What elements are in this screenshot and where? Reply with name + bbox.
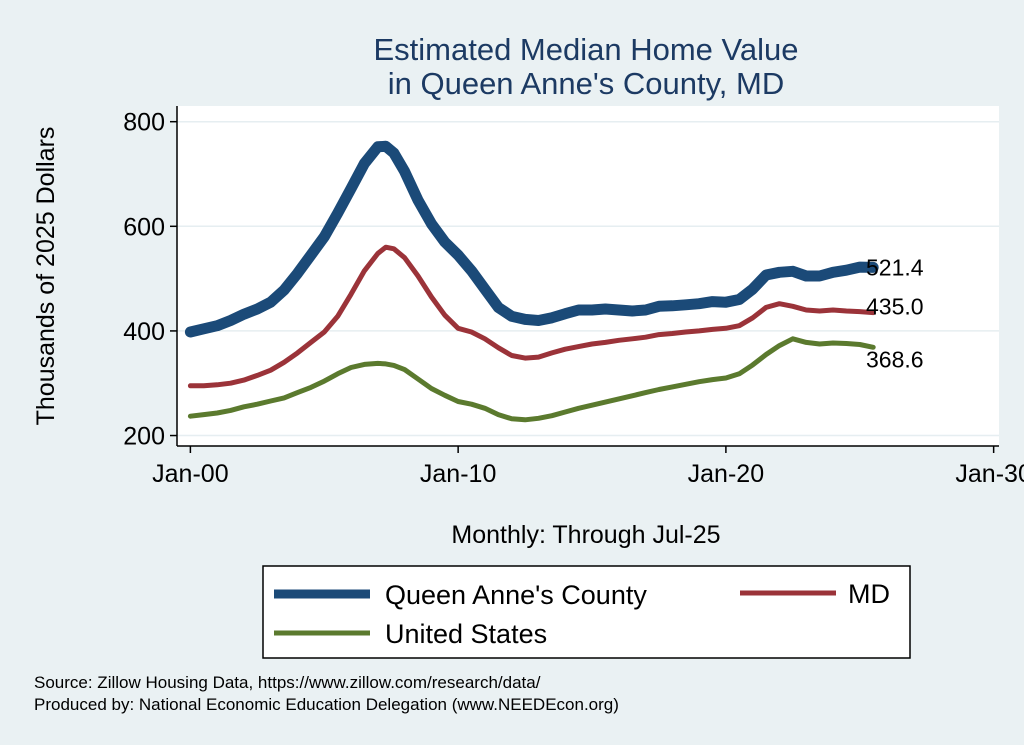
y-tick-label: 600 [123,213,165,241]
y-tick-label: 400 [123,318,165,346]
legend-label-us: United States [385,619,547,649]
source-line: Source: Zillow Housing Data, https://www… [34,673,541,692]
y-axis-title: Thousands of 2025 Dollars [32,127,60,426]
gridlines [177,120,999,437]
legend-label-md: MD [848,579,890,609]
series-line-queen-annes [184,140,879,338]
axes: 200 400 600 800 Jan-00 Jan-10 Jan-20 Jan-30 [123,106,1024,488]
end-labels: 521.4 435.0 368.6 [866,254,924,372]
x-axis-title: Monthly: Through Jul-25 [451,521,720,549]
y-tick-label: 200 [123,423,165,451]
legend-box [262,565,911,659]
legend-label-queen-annes: Queen Anne's County [385,580,647,610]
series-line-us [187,336,876,423]
x-tick-label: Jan-00 [152,460,228,488]
series-line-md [187,244,876,389]
end-label-md: 435.0 [866,294,924,320]
plot-area [177,106,999,446]
chart-title-line1: Estimated Median Home Value [373,32,798,67]
x-tick-label: Jan-20 [688,460,764,488]
producer-line: Produced by: National Economic Education… [34,695,619,714]
x-tick-label: Jan-30 [955,460,1024,488]
end-label-queen-annes: 521.4 [866,254,924,280]
end-label-us: 368.6 [866,346,924,372]
series-lines [184,140,879,423]
x-tick-label: Jan-10 [420,460,496,488]
chart-title-line2: in Queen Anne's County, MD [388,66,785,101]
y-tick-label: 800 [123,109,165,137]
legend: Queen Anne's County MD United States [262,565,911,659]
